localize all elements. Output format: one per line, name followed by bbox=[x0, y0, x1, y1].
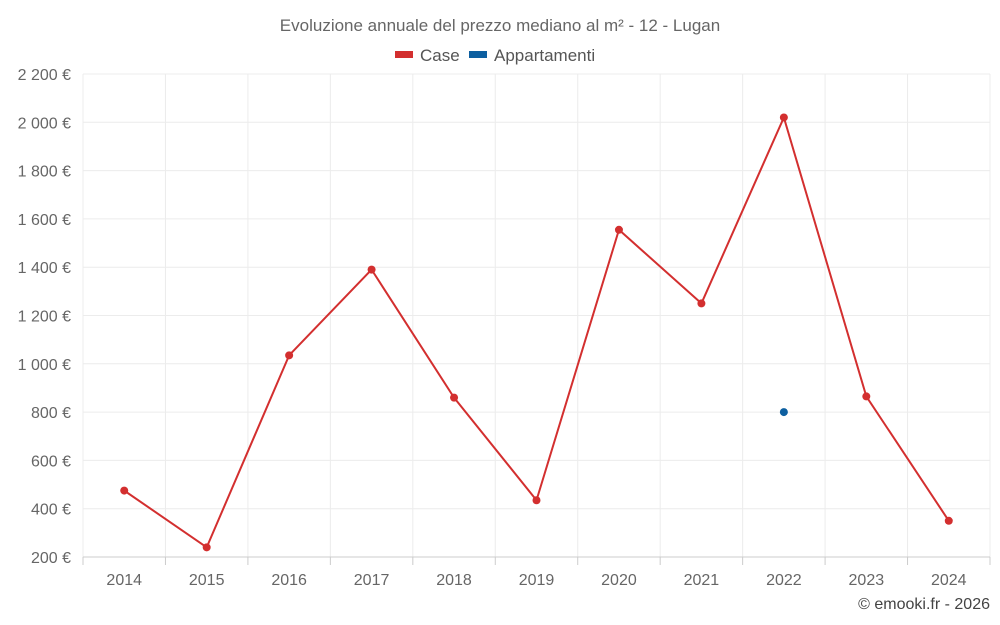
x-tick-label: 2017 bbox=[354, 572, 390, 589]
x-tick-label: 2021 bbox=[684, 572, 720, 589]
y-tick-label: 1 800 € bbox=[18, 164, 71, 181]
series-layer bbox=[120, 113, 953, 552]
data-point-case[interactable] bbox=[285, 351, 294, 360]
y-tick-label: 1 400 € bbox=[18, 260, 71, 277]
legend-item-case[interactable]: Case bbox=[395, 46, 460, 65]
y-tick-label: 2 200 € bbox=[18, 67, 71, 84]
data-point-case[interactable] bbox=[532, 496, 541, 505]
data-point-case[interactable] bbox=[614, 225, 623, 234]
y-tick-label: 1 000 € bbox=[18, 357, 71, 374]
data-point-case[interactable] bbox=[120, 486, 129, 495]
x-tick-label: 2020 bbox=[601, 572, 637, 589]
x-tick-label: 2019 bbox=[519, 572, 555, 589]
legend-label-appartamenti: Appartamenti bbox=[494, 46, 595, 65]
legend: Case Appartamenti bbox=[395, 46, 595, 65]
y-tick-label: 2 000 € bbox=[18, 115, 71, 132]
legend-label-case: Case bbox=[420, 46, 460, 65]
x-tick-label: 2015 bbox=[189, 572, 225, 589]
legend-swatch-appartamenti bbox=[469, 51, 487, 58]
data-point-case[interactable] bbox=[862, 392, 871, 401]
data-point-appartamenti[interactable] bbox=[779, 408, 788, 417]
y-tick-label: 200 € bbox=[31, 550, 71, 567]
data-point-case[interactable] bbox=[697, 299, 706, 308]
x-tick-label: 2016 bbox=[271, 572, 307, 589]
data-point-case[interactable] bbox=[779, 113, 788, 122]
y-axis-ticks: 200 € 400 € 600 € 800 € 1 000 € 1 200 € 1 400 … bbox=[18, 67, 71, 567]
y-gridlines bbox=[83, 73, 990, 558]
chart-title: Evoluzione annuale del prezzo mediano al… bbox=[280, 16, 720, 35]
x-tick-label: 2022 bbox=[766, 572, 802, 589]
y-tick-label: 1 600 € bbox=[18, 212, 71, 229]
y-tick-label: 1 200 € bbox=[18, 309, 71, 326]
y-tick-label: 600 € bbox=[31, 453, 71, 470]
x-gridlines bbox=[82, 74, 991, 565]
x-tick-label: 2014 bbox=[106, 572, 142, 589]
x-tick-label: 2023 bbox=[849, 572, 885, 589]
x-axis-ticks: 2014 2015 2016 2017 2018 2019 2020 2021 2022 2023… bbox=[106, 572, 966, 589]
data-point-case[interactable] bbox=[450, 393, 459, 402]
credit-text: © emooki.fr - 2026 bbox=[858, 596, 990, 613]
x-tick-label: 2024 bbox=[931, 572, 967, 589]
legend-item-appartamenti[interactable]: Appartamenti bbox=[469, 46, 595, 65]
data-point-case[interactable] bbox=[944, 516, 953, 525]
y-tick-label: 800 € bbox=[31, 405, 71, 422]
series-case bbox=[120, 113, 953, 552]
series-appartamenti bbox=[779, 408, 788, 417]
data-point-case[interactable] bbox=[202, 543, 211, 552]
data-point-case[interactable] bbox=[367, 265, 376, 274]
y-tick-label: 400 € bbox=[31, 502, 71, 519]
legend-swatch-case bbox=[395, 51, 413, 58]
x-tick-label: 2018 bbox=[436, 572, 472, 589]
